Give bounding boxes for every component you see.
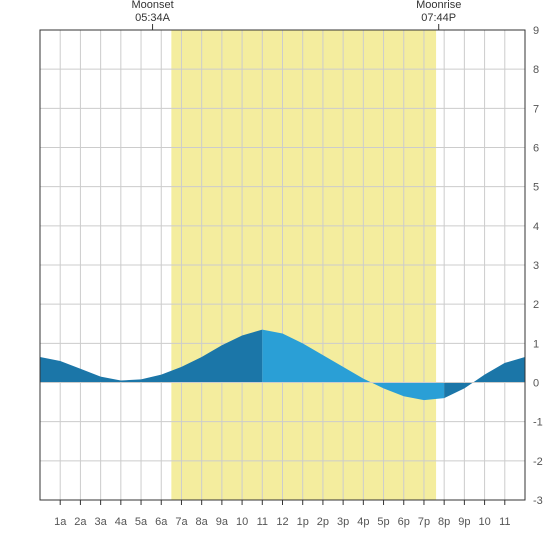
y-tick-label: 1 — [533, 338, 539, 350]
chart-svg: -3-2-101234567891a2a3a4a5a6a7a8a9a101112… — [0, 0, 550, 550]
x-tick-label: 5p — [377, 516, 389, 528]
x-tick-label: 8a — [196, 516, 209, 528]
tide-chart: -3-2-101234567891a2a3a4a5a6a7a8a9a101112… — [0, 0, 550, 550]
x-tick-label: 1p — [297, 516, 309, 528]
y-tick-label: 5 — [533, 182, 539, 194]
y-tick-label: 8 — [533, 64, 539, 76]
y-tick-label: 4 — [533, 221, 539, 233]
x-tick-label: 10 — [236, 516, 248, 528]
x-tick-label: 4a — [115, 516, 128, 528]
x-tick-label: 7p — [418, 516, 430, 528]
y-tick-label: 0 — [533, 378, 539, 390]
x-tick-label: 1a — [54, 516, 67, 528]
moonset-time: 05:34A — [135, 12, 171, 24]
x-tick-label: 9a — [216, 516, 229, 528]
x-tick-label: 6a — [155, 516, 168, 528]
x-tick-label: 11 — [257, 516, 268, 528]
x-tick-label: 10 — [478, 516, 490, 528]
x-tick-label: 3a — [95, 516, 108, 528]
moonset-label: Moonset — [131, 0, 173, 11]
x-tick-label: 4p — [357, 516, 369, 528]
y-tick-label: -3 — [533, 495, 543, 507]
x-tick-label: 9p — [458, 516, 470, 528]
moonrise-label: Moonrise — [416, 0, 461, 11]
y-tick-label: 9 — [533, 25, 539, 37]
y-tick-label: -1 — [533, 417, 543, 429]
y-tick-label: 6 — [533, 143, 539, 155]
x-tick-label: 6p — [398, 516, 410, 528]
x-tick-label: 12 — [276, 516, 288, 528]
y-tick-label: 7 — [533, 103, 539, 115]
y-tick-label: 2 — [533, 299, 539, 311]
x-tick-label: 5a — [135, 516, 148, 528]
y-tick-label: -2 — [533, 456, 543, 468]
x-tick-label: 11 — [499, 516, 510, 528]
moonrise-time: 07:44P — [421, 12, 456, 24]
y-tick-label: 3 — [533, 260, 539, 272]
x-tick-label: 2p — [317, 516, 329, 528]
x-tick-label: 7a — [175, 516, 188, 528]
x-tick-label: 8p — [438, 516, 450, 528]
x-tick-label: 3p — [337, 516, 349, 528]
x-tick-label: 2a — [74, 516, 87, 528]
